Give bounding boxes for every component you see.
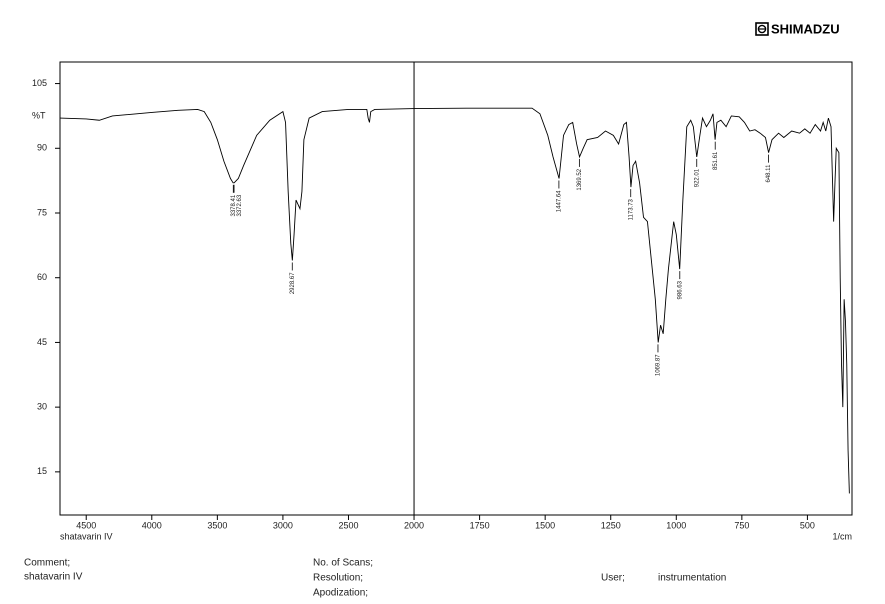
peak-label: 648.11 [766,164,772,183]
x-tick-label: 1250 [601,520,621,530]
sample-name: shatavarin IV [60,531,113,541]
y-axis-label: %T [32,110,46,120]
x-tick-label: 2500 [338,520,358,530]
peak-label: 1069.87 [656,354,662,376]
peak-label: 1447.64 [556,190,562,212]
footer-text: User; [601,573,625,584]
brand-name: SHIMADZU [771,21,840,36]
brand-logo: SHIMADZU [755,21,840,36]
peak-label: 1173.73 [628,198,634,220]
y-tick-label: 75 [37,207,47,217]
y-tick-label: 30 [37,402,47,412]
y-tick-label: 60 [37,272,47,282]
y-tick-label: 105 [32,78,47,88]
footer-text: instrumentation [658,573,726,584]
x-tick-label: 3500 [207,520,227,530]
footer-text: Resolution; [313,573,363,584]
x-tick-label: 4000 [142,520,162,530]
plot-frame [59,61,853,516]
y-tick-label: 45 [37,337,47,347]
peak-label: 986.63 [677,280,683,299]
x-tick-label: 2000 [404,520,424,530]
x-tick-label: 1750 [470,520,490,530]
x-tick-label: 1500 [535,520,555,530]
footer-text: Apodization; [313,588,368,599]
peak-label: 2928.67 [290,272,296,294]
peak-label: 922.01 [694,168,700,187]
x-tick-label: 1000 [666,520,686,530]
spectrum-line [59,107,850,494]
peak-label: 1369.52 [577,168,583,190]
footer-text: shatavarin IV [24,572,83,583]
footer-text: No. of Scans; [313,558,373,569]
x-tick-label: 750 [734,520,749,530]
x-tick-label: 500 [800,520,815,530]
peak-label: 3378.41 [231,194,237,216]
x-axis-label: 1/cm [832,531,852,541]
footer-text: Comment; [24,558,70,569]
y-tick-label: 15 [37,466,47,476]
peak-label: 851.61 [713,151,719,170]
x-tick-label: 3000 [273,520,293,530]
peak-label: 3372.63 [237,194,243,216]
y-tick-label: 90 [37,143,47,153]
x-tick-label: 4500 [76,520,96,530]
